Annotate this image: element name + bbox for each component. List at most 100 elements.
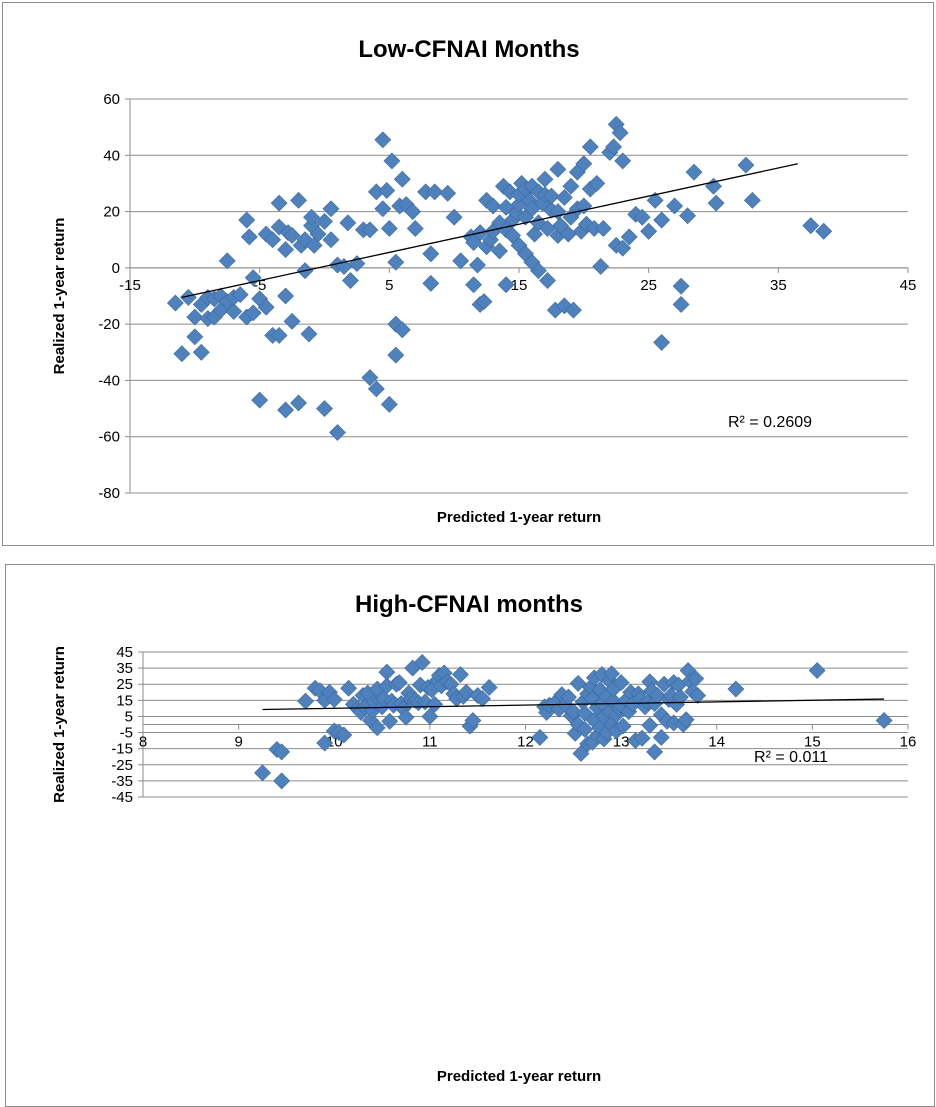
- data-point: [653, 211, 671, 229]
- data-point: [368, 719, 386, 737]
- x-tick-label: 35: [770, 277, 787, 294]
- data-point: [555, 189, 573, 206]
- y-tick-label: -60: [98, 429, 120, 446]
- data-point: [316, 400, 333, 417]
- data-point: [484, 197, 502, 215]
- data-point: [737, 156, 755, 174]
- data-point: [426, 183, 444, 201]
- data-point: [687, 670, 705, 688]
- data-point: [569, 674, 587, 692]
- trend-line: [262, 698, 885, 711]
- data-point: [404, 203, 422, 220]
- data-point: [397, 708, 415, 726]
- data-point: [387, 346, 405, 364]
- y-tick-label: -40: [98, 372, 120, 389]
- x-tick-label: 12: [517, 734, 534, 751]
- y-tick-label: -45: [111, 789, 133, 806]
- data-point: [491, 242, 508, 260]
- y-tick-label: 45: [116, 644, 133, 661]
- x-tick-label: 16: [900, 734, 917, 751]
- y-tick-label: -35: [111, 773, 133, 790]
- data-point: [465, 276, 483, 294]
- data-point: [422, 274, 440, 292]
- y-tick-label: -5: [120, 725, 133, 742]
- x-tick-label: 11: [422, 734, 438, 751]
- data-point: [464, 712, 482, 729]
- data-point: [374, 200, 392, 218]
- data-point: [218, 252, 236, 270]
- data-point: [173, 345, 191, 363]
- x-tick-label: -15: [119, 277, 141, 294]
- data-point: [329, 424, 346, 441]
- y-tick-label: -15: [111, 741, 133, 758]
- y-tick-label: 0: [112, 260, 120, 277]
- data-point: [273, 772, 291, 790]
- data-point: [581, 138, 599, 156]
- data-point: [325, 691, 343, 708]
- x-tick-label: 8: [139, 734, 147, 751]
- chart-frame: [2, 2, 934, 546]
- data-point: [815, 222, 833, 240]
- data-point: [549, 160, 567, 178]
- data-point: [539, 272, 556, 289]
- data-point: [671, 688, 689, 706]
- x-tick-label: 15: [511, 277, 528, 294]
- data-point: [339, 214, 357, 232]
- data-point: [875, 712, 893, 729]
- y-tick-label: 40: [103, 147, 120, 164]
- r-squared-label: R² = 0.011: [754, 749, 828, 766]
- data-point: [186, 328, 204, 346]
- data-point: [367, 380, 385, 398]
- data-point: [646, 191, 664, 209]
- data-point: [290, 191, 307, 209]
- data-point: [231, 286, 249, 304]
- data-point: [560, 688, 577, 706]
- data-point: [257, 298, 275, 316]
- data-point: [653, 334, 671, 351]
- data-point: [254, 764, 271, 782]
- data-point: [452, 666, 469, 683]
- y-axis-title: Realized 1-year return: [51, 218, 68, 375]
- data-point: [576, 704, 594, 722]
- data-point: [633, 208, 651, 226]
- data-point: [251, 391, 269, 409]
- data-point: [316, 734, 334, 752]
- data-point: [421, 708, 439, 725]
- data-point: [480, 679, 498, 696]
- data-point: [277, 287, 295, 305]
- data-point: [689, 687, 707, 704]
- data-point: [575, 155, 593, 173]
- trend-line: [181, 163, 798, 299]
- data-point: [240, 228, 258, 246]
- data-point: [342, 272, 359, 289]
- data-point: [743, 191, 761, 209]
- data-point: [422, 245, 440, 263]
- x-axis-title: Predicted 1-year return: [437, 509, 601, 526]
- chart-frame: [5, 564, 935, 1107]
- data-point: [592, 258, 610, 275]
- data-point: [413, 654, 431, 671]
- data-point: [186, 308, 204, 326]
- y-tick-label: 20: [103, 204, 120, 221]
- data-point: [277, 241, 295, 258]
- data-point: [406, 220, 424, 237]
- data-point: [469, 256, 486, 274]
- data-point: [374, 131, 392, 149]
- y-tick-label: 60: [103, 91, 120, 108]
- data-point: [335, 726, 353, 744]
- data-point: [612, 674, 630, 692]
- data-point: [309, 225, 327, 243]
- data-point: [808, 662, 826, 679]
- data-point: [672, 296, 690, 313]
- data-point: [445, 208, 463, 226]
- data-point: [611, 124, 629, 142]
- y-tick-label: -25: [111, 757, 133, 774]
- y-tick-label: 35: [116, 660, 133, 677]
- x-tick-label: 45: [900, 277, 917, 294]
- data-point: [603, 665, 620, 683]
- data-point: [264, 231, 282, 249]
- x-tick-label: 25: [640, 277, 657, 294]
- data-point: [393, 170, 411, 188]
- data-point: [238, 211, 256, 229]
